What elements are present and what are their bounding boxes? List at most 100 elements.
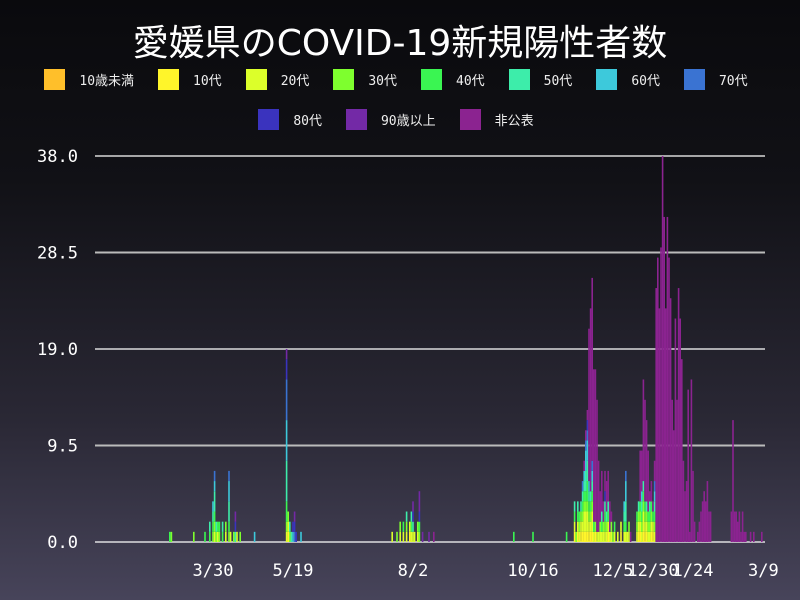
- legend-item[interactable]: 30代: [333, 69, 405, 90]
- legend-label: 20代: [280, 74, 310, 89]
- bar-segment: [213, 481, 216, 492]
- bar-segment: [580, 531, 582, 542]
- bar-segment: [653, 511, 656, 522]
- bar-segment: [665, 308, 667, 542]
- bar-segment: [647, 531, 649, 542]
- bar-segment: [644, 511, 646, 522]
- bar-segment: [596, 399, 598, 532]
- bar-segment: [642, 531, 645, 542]
- bar-segment: [213, 521, 216, 532]
- bar-segment: [649, 511, 651, 522]
- bar-segment: [741, 511, 744, 542]
- bar-segment: [285, 379, 288, 421]
- x-tick-label: 8/2: [398, 561, 429, 581]
- chart-title: 愛媛県のCOVID-19新規陽性者数: [132, 23, 668, 64]
- bar-segment: [693, 521, 696, 542]
- legend-item[interactable]: 90歳以上: [345, 109, 444, 130]
- bar-segment: [698, 521, 701, 542]
- bar-segment: [604, 531, 606, 542]
- bar-segment: [589, 531, 592, 542]
- legend-swatch: [258, 109, 280, 130]
- legend-label: 80代: [293, 114, 322, 129]
- bar-segment: [593, 521, 595, 532]
- bar-segment: [597, 531, 600, 542]
- bar-segment: [677, 288, 680, 542]
- legend-label: 10歳未満: [79, 74, 135, 89]
- bar-segment: [658, 308, 661, 542]
- bar-segment: [705, 501, 707, 542]
- bar-segment: [701, 501, 704, 542]
- bar-segment: [586, 481, 589, 502]
- bar-segment: [580, 511, 582, 522]
- bar-segment: [213, 531, 216, 542]
- bar-segment: [652, 511, 654, 522]
- bar-segment: [641, 450, 643, 492]
- bar-segment: [417, 521, 419, 532]
- bar-segment: [578, 521, 581, 532]
- bar-segment: [418, 511, 421, 522]
- bar-segment: [410, 511, 413, 522]
- bar-segment: [193, 531, 195, 542]
- legend-label: 70代: [718, 74, 748, 89]
- legend-swatch: [333, 69, 355, 90]
- legend-swatch: [683, 69, 705, 90]
- bar-segment: [418, 491, 421, 512]
- bar-segment: [650, 531, 653, 542]
- bar-segment: [637, 511, 640, 522]
- legend-swatch: [508, 69, 530, 90]
- bar-segment: [599, 521, 601, 532]
- legend-item[interactable]: 10代: [158, 69, 230, 90]
- bar-segment: [645, 531, 648, 542]
- bar-segment: [218, 521, 221, 532]
- legend-item[interactable]: 80代: [258, 109, 330, 130]
- bar-segment: [212, 531, 214, 542]
- bar-segment: [218, 531, 221, 542]
- bar-segment: [402, 531, 405, 542]
- legend-item[interactable]: 50代: [508, 69, 581, 90]
- bar-segment: [585, 511, 587, 532]
- bar-segment: [684, 491, 686, 542]
- bar-segment: [421, 531, 424, 542]
- bar-segment: [228, 531, 230, 542]
- bar-segment: [169, 531, 171, 542]
- legend-row-2: 80代 90歳以上 非公表: [0, 109, 800, 130]
- bar-segment: [604, 491, 606, 502]
- bar-segment: [647, 511, 649, 522]
- bar-segment: [577, 521, 579, 532]
- legend-item[interactable]: 70代: [683, 69, 756, 90]
- bar-segment: [647, 521, 649, 532]
- legend-item[interactable]: 非公表: [459, 109, 542, 130]
- x-tick-label: 12/5: [593, 561, 634, 581]
- bar-segment: [213, 511, 216, 522]
- bar-segment: [682, 460, 685, 542]
- bar-segment: [610, 521, 613, 532]
- bar-segment: [732, 420, 734, 542]
- y-tick-label: 38.0: [37, 147, 78, 167]
- bar-segment: [749, 531, 752, 542]
- bar-segment: [209, 531, 211, 542]
- bar-segment: [586, 511, 589, 532]
- bar-segment: [645, 501, 648, 512]
- bar-segment: [575, 531, 577, 542]
- bar-segment: [625, 531, 627, 542]
- bar-segment: [642, 481, 645, 492]
- bar-segment: [170, 531, 173, 542]
- legend-item[interactable]: 20代: [245, 69, 318, 90]
- legend-item[interactable]: 40代: [421, 69, 493, 90]
- bar-segment: [641, 491, 643, 502]
- bar-segment: [642, 501, 645, 512]
- bar-segment: [583, 470, 585, 482]
- bar-segment: [204, 531, 206, 542]
- legend-item[interactable]: 10歳未満: [44, 69, 142, 90]
- bar-segment: [591, 460, 593, 471]
- bar-segment: [581, 491, 584, 502]
- bar-segment: [573, 511, 576, 522]
- bar-segment: [653, 460, 656, 482]
- bar-segment: [412, 531, 414, 542]
- bar-segment: [399, 531, 401, 542]
- bar-segment: [418, 521, 421, 532]
- legend-item[interactable]: 60代: [596, 69, 668, 90]
- legend-label: 90歳以上: [380, 114, 436, 129]
- bar-segment: [583, 481, 585, 492]
- bar-segment: [607, 511, 609, 522]
